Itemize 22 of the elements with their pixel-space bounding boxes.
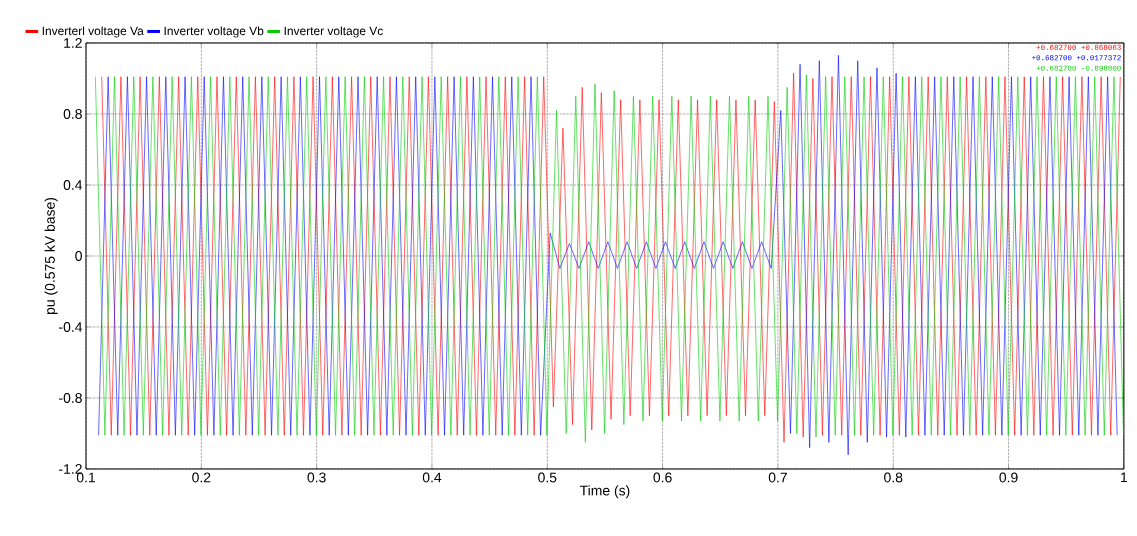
y-tick-label: -0.8 [59, 393, 82, 403]
x-tick-label: 0.4 [422, 472, 442, 483]
legend-label: Inverter voltage Vb [164, 26, 264, 38]
x-tick-label: 0.7 [768, 472, 787, 483]
y-tick-label: 0 [75, 251, 82, 261]
y-tick-label: -1.2 [59, 464, 82, 474]
x-tick-label: 1 [1121, 472, 1128, 483]
x-tick-label: 0.9 [999, 472, 1018, 483]
x-axis-title: Time (s) [579, 485, 630, 499]
x-tick-label: 0.3 [307, 472, 326, 483]
y-tick-label: 0.8 [63, 109, 82, 119]
legend-label: Inverter voltage Vc [284, 26, 383, 38]
y-tick-label: 1.2 [64, 38, 82, 48]
x-tick-label: 0.5 [538, 472, 557, 483]
x-tick-label: 0.8 [884, 472, 903, 483]
x-tick-label: 0.1 [76, 472, 96, 483]
x-tick-label: 0.2 [192, 472, 211, 483]
x-tick-label: 0.6 [653, 472, 672, 483]
legend-label: Inverterl voltage Va [42, 26, 144, 38]
y-axis-title: pu (0.575 kV base) [44, 197, 58, 315]
y-tick-label: 0.4 [63, 180, 83, 190]
y-tick-label: -0.4 [59, 322, 83, 332]
